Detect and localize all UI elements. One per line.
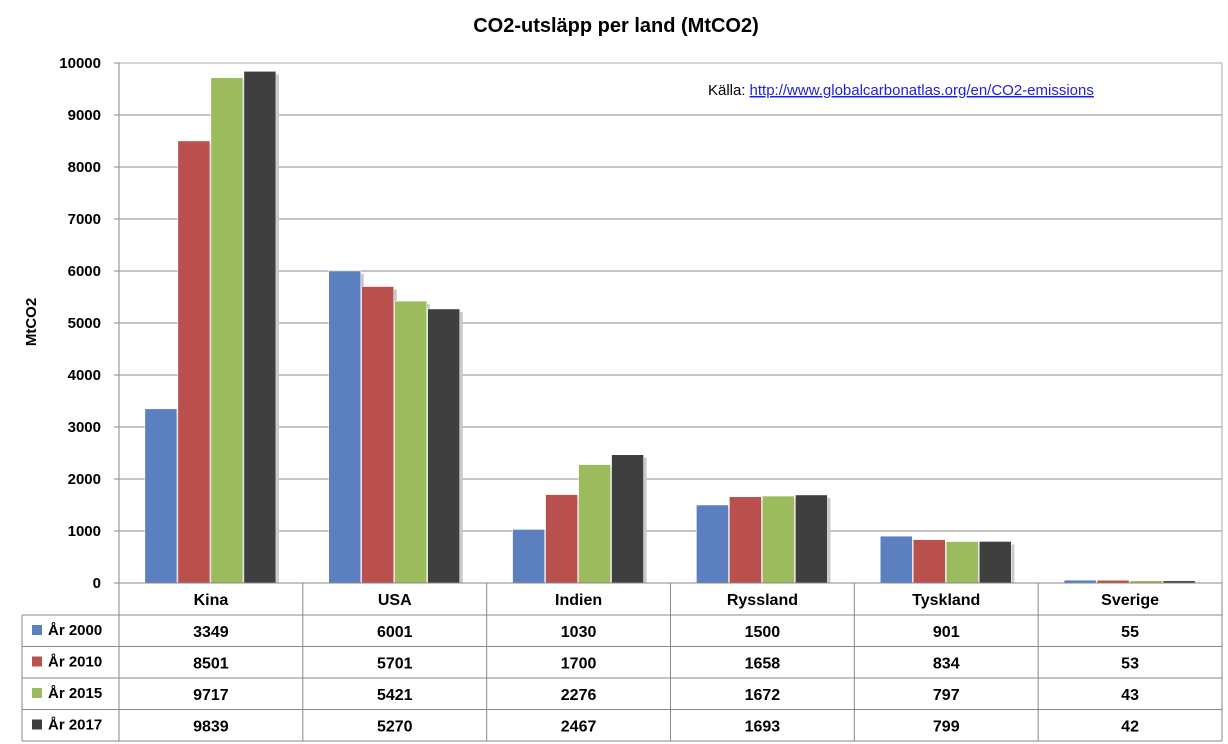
table-cell-value: 3349 — [193, 624, 229, 641]
table-cell-value: 55 — [1121, 624, 1139, 641]
table-cell-value: 1693 — [745, 719, 781, 736]
bar — [427, 308, 460, 584]
y-axis-label: MtCO2 — [23, 298, 40, 346]
table-cell-value: 5701 — [377, 656, 413, 673]
table-cell-value: 1700 — [561, 656, 597, 673]
bar — [210, 77, 244, 584]
source-link[interactable]: http://www.globalcarbonatlas.org/en/CO2-… — [750, 82, 1094, 99]
table-cell-value: 2276 — [561, 687, 597, 704]
category-label: Indien — [555, 592, 602, 609]
legend-swatch — [32, 688, 42, 698]
data-table: Kina USA Indien Ryssland Tyskland Sverige År 2… — [21, 582, 1223, 742]
table-cell-value: 797 — [933, 687, 960, 704]
source-prefix: Källa: — [708, 82, 746, 99]
table-cell-value: 9839 — [193, 719, 229, 736]
table-cell-value: 1500 — [745, 624, 781, 641]
y-tick-label: 6000 — [68, 263, 101, 280]
y-axis-ticks: 0 1000 2000 3000 4000 5000 6000 7000 8000 9000 100… — [59, 55, 101, 592]
table-cell-value: 9717 — [193, 687, 229, 704]
table-cell-value: 1672 — [745, 687, 781, 704]
category-label: Sverige — [1101, 592, 1159, 609]
y-tick-label: 10000 — [59, 55, 101, 72]
legend-label: År 2010 — [48, 654, 102, 671]
y-tick-label: 8000 — [68, 159, 101, 176]
gridlines — [114, 62, 1223, 584]
y-tick-label: 2000 — [68, 471, 101, 488]
table-cell-value: 834 — [933, 656, 960, 673]
table-cell-value: 1030 — [561, 624, 597, 641]
category-label: Kina — [194, 592, 229, 609]
table-cell-value: 5270 — [377, 719, 413, 736]
table-cell-value: 1658 — [745, 656, 781, 673]
bar — [696, 504, 729, 584]
category-label: Tyskland — [912, 592, 980, 609]
legend-label: År 2015 — [48, 685, 102, 702]
table-cell-value: 5421 — [377, 687, 413, 704]
legend-swatch — [32, 625, 42, 635]
table-cell-value: 8501 — [193, 656, 229, 673]
bar — [177, 140, 211, 584]
chart-title: CO2-utsläpp per land (MtCO2) — [473, 15, 759, 37]
bar — [946, 541, 979, 584]
bar — [578, 464, 611, 584]
legend-label: År 2000 — [48, 622, 102, 639]
bar — [611, 454, 644, 584]
legend-swatch — [32, 656, 42, 667]
table-cell-value: 799 — [933, 719, 960, 736]
table-cell-value: 901 — [933, 624, 960, 641]
y-tick-label: 5000 — [68, 315, 101, 332]
bars — [144, 71, 1196, 584]
y-tick-label: 3000 — [68, 419, 101, 436]
y-tick-label: 4000 — [68, 367, 101, 384]
legend-label: År 2017 — [48, 717, 102, 734]
table-cell-value: 53 — [1121, 656, 1139, 673]
y-tick-label: 9000 — [68, 107, 101, 124]
category-label: Ryssland — [727, 592, 798, 609]
bar — [729, 496, 762, 584]
bar — [545, 494, 578, 584]
bar — [394, 300, 427, 584]
bar — [795, 494, 828, 584]
table-cell-value: 2467 — [561, 719, 597, 736]
source-annotation: Källa: http://www.globalcarbonatlas.org/… — [708, 82, 1094, 99]
y-tick-label: 0 — [93, 575, 101, 592]
bar — [361, 286, 394, 584]
table-cell-value: 6001 — [377, 624, 413, 641]
table-cell-value: 42 — [1121, 719, 1139, 736]
bar — [243, 71, 277, 584]
bar — [880, 535, 913, 584]
category-label: USA — [378, 592, 412, 609]
bar — [328, 270, 361, 584]
y-tick-label: 1000 — [68, 523, 101, 540]
bar — [979, 541, 1012, 584]
legend-swatch — [32, 719, 42, 730]
bar — [913, 539, 946, 584]
y-tick-label: 7000 — [68, 211, 101, 228]
bar — [512, 529, 545, 584]
bar — [762, 495, 795, 584]
table-cell-value: 43 — [1121, 687, 1139, 704]
bar — [144, 408, 178, 584]
